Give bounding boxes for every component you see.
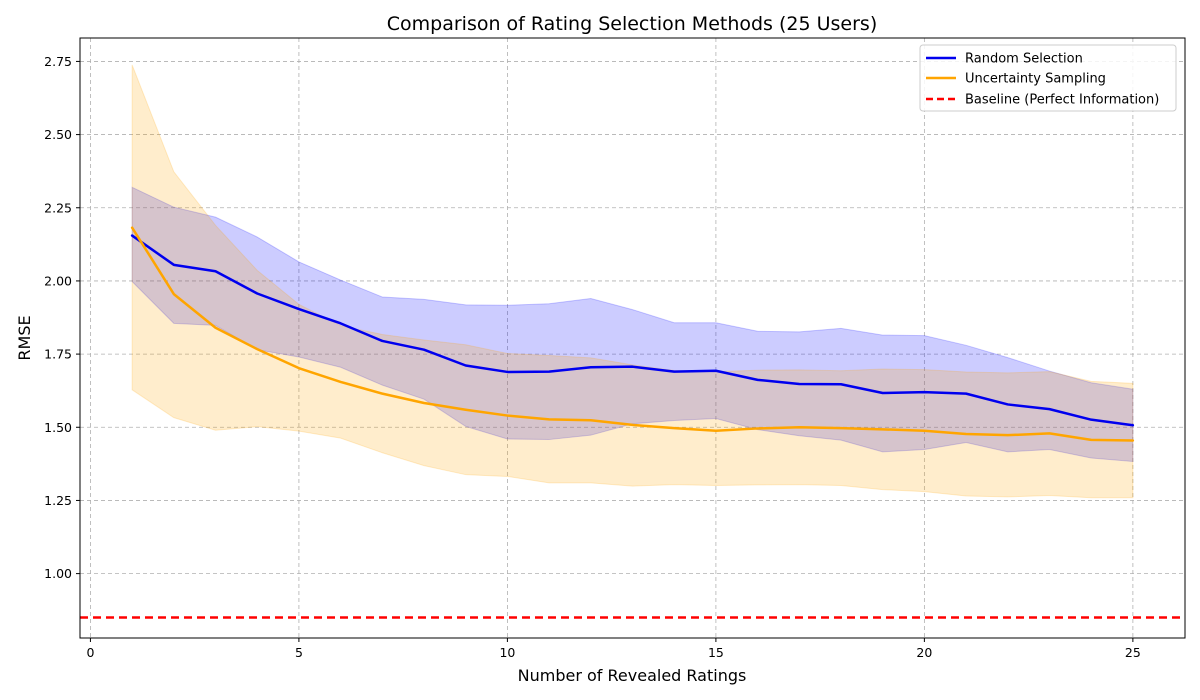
legend: Random Selection Uncertainty Sampling Ba… [919,44,1177,112]
plot-frame [79,37,1186,639]
chart-title: Comparison of Rating Selection Methods (… [387,13,878,35]
y-tick-label: 1.00 [44,566,72,581]
x-axis-title: Number of Revealed Ratings [518,666,747,685]
y-tick-label: 1.25 [44,493,72,508]
uncertainty-sampling-confidence-band [131,64,1134,499]
y-tick-label: 2.25 [44,200,72,215]
tick-layer: 0 5 10 15 20 25 1.00 1.25 1.50 1.75 2.00 2.25 2.50 2.… [44,54,1141,660]
random-selection-line [130,234,1135,427]
x-tick-label: 0 [86,645,94,660]
y-tick-label: 2.00 [44,273,72,288]
x-tick-label: 20 [916,645,932,660]
legend-label-random: Random Selection [965,52,1083,67]
x-tick-label: 10 [499,645,515,660]
line-layer [80,226,1185,619]
y-tick-label: 2.75 [44,54,72,69]
y-tick-label: 1.75 [44,347,72,362]
uncertainty-sampling-line [130,226,1135,442]
x-tick-label: 5 [295,645,303,660]
legend-label-uncertainty: Uncertainty Sampling [965,72,1106,87]
y-axis-title: RMSE [15,315,34,360]
x-tick-label: 15 [708,645,724,660]
legend-label-baseline: Baseline (Perfect Information) [965,93,1159,108]
grid-layer [80,38,1185,638]
y-tick-label: 1.50 [44,420,72,435]
x-tick-label: 25 [1125,645,1141,660]
legend-box [919,44,1177,112]
y-tick-label: 2.50 [44,127,72,142]
